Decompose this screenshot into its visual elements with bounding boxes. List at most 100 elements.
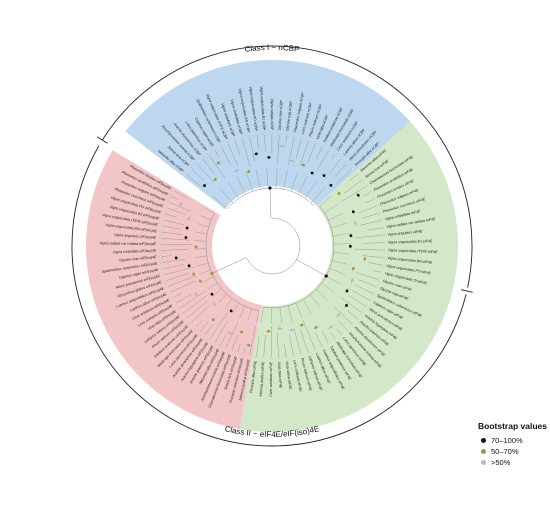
bootstrap-node bbox=[351, 267, 355, 271]
leaf-tip bbox=[277, 356, 280, 359]
bootstrap-node bbox=[314, 326, 318, 329]
legend-dot-high bbox=[481, 437, 486, 443]
bootstrap-node bbox=[268, 186, 272, 190]
leaf-tip bbox=[365, 184, 368, 188]
bootstrap-node bbox=[211, 318, 215, 322]
terminal-branch bbox=[249, 136, 255, 162]
terminal-branch bbox=[355, 234, 384, 239]
leaf-tip bbox=[159, 249, 162, 252]
sector-red-clade bbox=[85, 150, 262, 430]
terminal-branch bbox=[288, 136, 295, 165]
terminal-branch bbox=[335, 168, 353, 185]
bootstrap-node bbox=[280, 144, 284, 148]
terminal-branch bbox=[190, 305, 210, 324]
leaf-tip bbox=[375, 205, 378, 208]
leaf-label: Vicia faba eIF4E bbox=[277, 362, 283, 389]
internal-branch bbox=[232, 302, 239, 314]
leaf-label: Vigna radiata nCBP bbox=[270, 98, 274, 130]
leaf-tip bbox=[379, 271, 382, 274]
internal-branch bbox=[200, 215, 212, 221]
leaf-tip bbox=[351, 323, 354, 326]
terminal-branch bbox=[348, 173, 358, 182]
bootstrap-node bbox=[247, 343, 251, 347]
leaf-tip bbox=[190, 167, 193, 170]
leaf-tip bbox=[167, 201, 171, 204]
internal-branch bbox=[295, 303, 303, 319]
bootstrap-node bbox=[187, 264, 191, 268]
terminal-branch bbox=[315, 145, 323, 160]
leaf-tip bbox=[189, 322, 192, 325]
leaf-tip bbox=[299, 353, 302, 356]
terminal-branch bbox=[277, 134, 280, 165]
legend-item-mid: 50–70% bbox=[481, 446, 550, 456]
leaf-tip bbox=[356, 317, 359, 320]
internal-branch bbox=[196, 262, 209, 267]
legend-title: Bootstrap values bbox=[478, 421, 547, 431]
internal-branch bbox=[324, 204, 338, 213]
leaf-tip bbox=[375, 285, 378, 288]
leaf-tip bbox=[203, 334, 206, 337]
leaf-tip bbox=[171, 296, 174, 300]
bootstrap-node bbox=[348, 244, 352, 248]
leaf-tip bbox=[242, 353, 245, 356]
bootstrap-node bbox=[198, 279, 202, 283]
terminal-branch bbox=[225, 321, 238, 349]
internal-branch bbox=[310, 188, 325, 204]
terminal-branch bbox=[182, 294, 208, 314]
sector-class-i bbox=[125, 59, 411, 210]
leaf-tip bbox=[241, 137, 244, 140]
internal-branch bbox=[310, 294, 321, 308]
terminal-branch bbox=[314, 332, 323, 347]
internal-branch bbox=[218, 293, 227, 303]
terminal-branch bbox=[227, 142, 238, 166]
ring-arc-class-ii bbox=[71, 145, 467, 447]
leaf-tip bbox=[226, 141, 230, 145]
terminal-branch bbox=[214, 149, 220, 158]
terminal-branch bbox=[172, 293, 182, 299]
internal-branch bbox=[260, 307, 264, 324]
internal-branch bbox=[287, 305, 293, 322]
leaf-label: Glycine max eIF(iso)4E bbox=[119, 255, 157, 263]
terminal-branch bbox=[234, 140, 241, 155]
terminal-branch bbox=[363, 212, 380, 219]
terminal-branch bbox=[167, 275, 197, 287]
leaf-tip bbox=[346, 162, 349, 165]
terminal-branch bbox=[360, 220, 382, 226]
terminal-branch bbox=[316, 149, 330, 172]
leaf-tip bbox=[327, 341, 330, 344]
internal-branch bbox=[197, 223, 209, 228]
leaf-label: Vigna unguiculata BN eIF(iso)4E bbox=[105, 223, 158, 234]
leaf-tip bbox=[213, 341, 217, 344]
clade-stem bbox=[296, 259, 327, 277]
internal-branch bbox=[328, 213, 343, 221]
leaf-tip bbox=[356, 172, 359, 175]
terminal-branch bbox=[331, 153, 336, 160]
internal-branch bbox=[194, 240, 207, 242]
leaf-tip bbox=[255, 133, 258, 137]
leaf-tip bbox=[328, 148, 331, 151]
terminal-branch bbox=[365, 198, 374, 204]
terminal-branch bbox=[347, 310, 358, 319]
bootstrap-node bbox=[290, 328, 293, 332]
terminal-branch bbox=[237, 343, 241, 353]
internal-branch bbox=[202, 276, 214, 283]
leaf-tip bbox=[285, 133, 288, 137]
leaf-tip bbox=[159, 237, 162, 240]
leaf-tip bbox=[173, 189, 176, 193]
leaf-tip bbox=[307, 350, 310, 354]
leaf-tip bbox=[195, 162, 198, 165]
terminal-branch bbox=[241, 137, 251, 168]
leaf-tip bbox=[351, 167, 354, 170]
terminal-branch bbox=[335, 162, 348, 177]
leaf-tip bbox=[248, 135, 251, 138]
terminal-branch bbox=[209, 312, 228, 340]
bootstrap-node bbox=[210, 292, 214, 296]
bootstrap-node bbox=[267, 329, 270, 333]
leaf-tip bbox=[224, 347, 228, 350]
leaf-tip bbox=[293, 135, 296, 138]
leaf-tip bbox=[361, 178, 364, 181]
terminal-branch bbox=[289, 334, 294, 356]
leaf-tip bbox=[162, 273, 165, 277]
leaf-label: Glycine soja nCBP bbox=[285, 100, 293, 131]
legend-label-mid: 50–70% bbox=[491, 446, 519, 456]
